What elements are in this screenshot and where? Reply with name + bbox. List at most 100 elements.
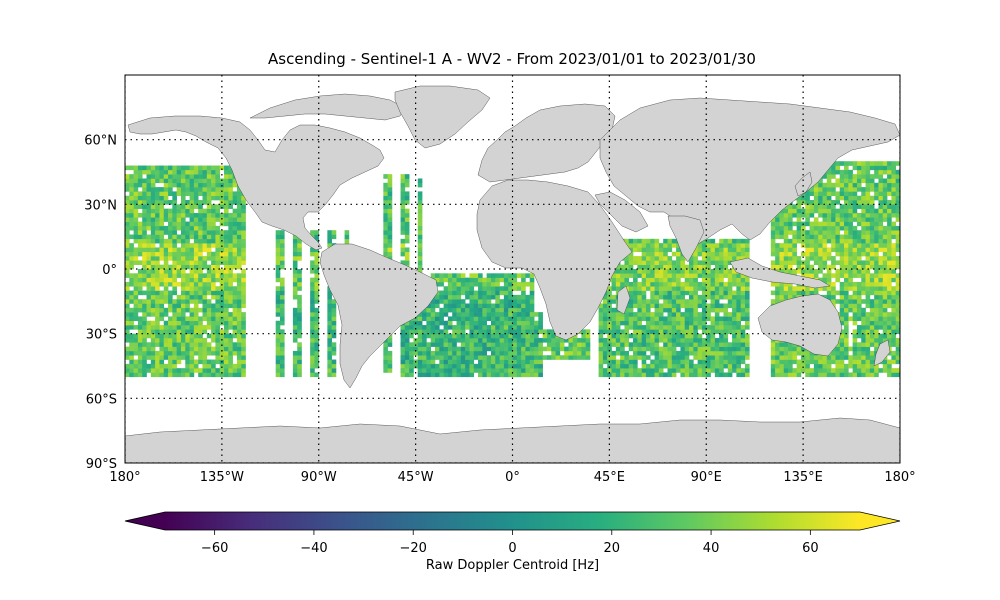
data-cell (129, 294, 134, 300)
data-cell (882, 286, 888, 291)
data-cell (129, 195, 134, 201)
data-cell (456, 337, 462, 343)
data-cell (155, 307, 160, 313)
data-cell (572, 333, 578, 339)
data-cell (878, 195, 884, 201)
data-cell (142, 260, 147, 265)
data-cell (417, 195, 423, 201)
data-cell (155, 355, 160, 360)
data-cell (611, 359, 617, 365)
data-cell (633, 312, 638, 317)
data-cell (637, 342, 642, 347)
data-cell (538, 363, 543, 369)
data-cell (538, 355, 543, 360)
data-cell (719, 372, 724, 378)
data-cell (869, 329, 875, 334)
data-cell (607, 294, 612, 300)
data-cell (473, 316, 479, 322)
data-cell (150, 337, 156, 343)
data-cell (224, 355, 229, 360)
data-cell (779, 363, 785, 369)
data-cell (314, 312, 320, 317)
data-cell (125, 316, 130, 322)
data-cell (155, 212, 160, 218)
data-cell (176, 264, 182, 270)
data-cell (856, 221, 862, 227)
data-cell (215, 165, 221, 171)
data-cell (637, 260, 642, 265)
data-cell (176, 307, 182, 313)
data-cell (654, 277, 660, 283)
data-cell (620, 277, 625, 283)
data-cell (224, 372, 229, 378)
data-cell (628, 307, 634, 313)
data-cell (228, 346, 233, 352)
data-cell (133, 234, 139, 240)
data-cell (198, 316, 203, 322)
data-cell (155, 221, 160, 227)
data-cell (822, 264, 828, 270)
data-cell (654, 256, 660, 261)
data-cell (887, 260, 892, 265)
data-cell (133, 290, 139, 296)
data-cell (697, 260, 703, 265)
data-cell (671, 325, 677, 330)
data-cell (163, 290, 169, 296)
data-cell (551, 355, 556, 360)
data-cell (189, 342, 195, 347)
data-cell (568, 346, 574, 352)
data-cell (280, 230, 285, 235)
data-cell (861, 247, 866, 253)
data-cell (327, 290, 332, 296)
data-cell (701, 359, 707, 365)
data-cell (809, 212, 815, 218)
data-cell (185, 368, 190, 373)
data-cell (611, 277, 617, 283)
data-cell (818, 212, 823, 218)
data-cell (641, 269, 647, 274)
data-cell (852, 294, 858, 300)
data-cell (400, 368, 406, 373)
data-cell (512, 325, 518, 330)
data-cell (193, 368, 199, 373)
data-cell (689, 307, 694, 313)
data-cell (465, 290, 470, 296)
data-cell (331, 342, 337, 347)
data-cell (150, 230, 156, 235)
data-cell (813, 225, 819, 231)
data-cell (224, 191, 229, 197)
data-cell (714, 355, 720, 360)
data-cell (667, 243, 673, 248)
data-cell (142, 208, 147, 214)
data-cell (133, 307, 139, 313)
data-cell (779, 260, 785, 265)
data-cell (650, 286, 655, 291)
data-cell (176, 204, 182, 209)
data-cell (689, 320, 694, 326)
data-cell (314, 325, 320, 330)
data-cell (172, 337, 177, 343)
data-cell (598, 303, 604, 309)
data-cell (831, 221, 836, 227)
data-cell (228, 273, 233, 278)
data-cell (650, 316, 655, 322)
data-cell (680, 299, 686, 304)
data-cell (439, 342, 444, 347)
data-cell (697, 337, 703, 343)
data-cell (848, 264, 853, 270)
data-cell (701, 303, 707, 309)
data-cell (671, 359, 677, 365)
data-cell (783, 281, 789, 287)
data-cell (676, 299, 681, 304)
data-cell (887, 161, 892, 166)
data-cell (413, 350, 419, 356)
data-cell (792, 208, 797, 214)
data-cell (826, 221, 832, 227)
data-cell (211, 363, 216, 369)
data-cell (740, 294, 746, 300)
data-cell (172, 363, 177, 369)
data-cell (275, 303, 281, 309)
data-cell (521, 320, 526, 326)
data-cell (327, 368, 332, 373)
data-cell (280, 346, 285, 352)
